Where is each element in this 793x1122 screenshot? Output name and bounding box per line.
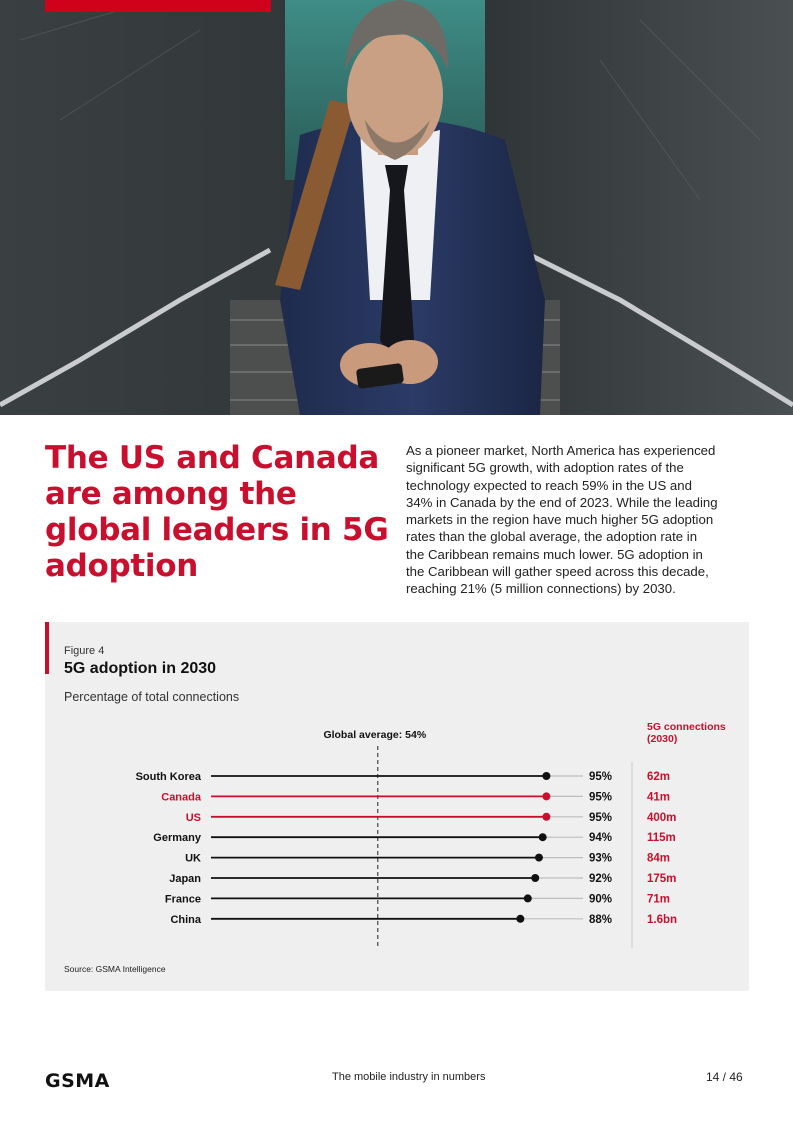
- value-label: 95%: [589, 791, 612, 803]
- body-line: significant 5G growth, with adoption rat…: [406, 460, 684, 476]
- value-dot: [516, 914, 525, 923]
- connections-header: (2030): [647, 733, 677, 745]
- hero-illustration: [0, 0, 793, 415]
- value-label: 88%: [589, 914, 612, 926]
- top-accent-bar: [45, 0, 271, 12]
- adoption-chart: Global average: 54% 5G connections(2030) S…: [136, 721, 726, 948]
- footer-title: The mobile industry in numbers: [332, 1071, 486, 1083]
- value-dot: [534, 853, 543, 862]
- value-label: 95%: [589, 771, 612, 783]
- body-line: reaching 21% (5 million connections) by …: [406, 581, 676, 597]
- connections-header: 5G connections: [647, 721, 726, 733]
- body-line: markets in the region have much higher 5…: [406, 512, 714, 528]
- value-dot: [531, 874, 540, 882]
- connections-value: 71m: [647, 893, 670, 905]
- gsma-logo: GSMA: [45, 1070, 110, 1090]
- figure-label: Figure 4: [64, 645, 105, 657]
- figure-title: 5G adoption in 2030: [64, 660, 217, 677]
- headline-line: are among the: [45, 476, 297, 512]
- value-label: 90%: [589, 893, 612, 905]
- value-dot: [542, 812, 551, 821]
- value-dot: [538, 833, 547, 842]
- body-line: 34% in Canada by the end of 2023. While …: [406, 494, 718, 510]
- figure-accent-bar: [45, 622, 49, 674]
- body-line: As a pioneer market, North America has e…: [406, 443, 716, 458]
- figure-source: Source: GSMA Intelligence: [64, 964, 166, 974]
- value-dot: [523, 894, 532, 903]
- body-line: technology expected to reach 59% in the …: [406, 477, 692, 493]
- value-label: 95%: [589, 812, 612, 824]
- value-label: 93%: [589, 853, 612, 865]
- connections-value: 400m: [647, 812, 676, 824]
- category-label: Germany: [153, 832, 202, 844]
- category-label: UK: [185, 853, 201, 865]
- headline-line: The US and Canada: [45, 440, 379, 476]
- connections-value: 41m: [647, 791, 670, 803]
- category-label: South Korea: [136, 771, 202, 783]
- connections-value: 84m: [647, 853, 670, 865]
- hero-image: [0, 0, 793, 415]
- page-number: 14 / 46: [706, 1070, 743, 1084]
- connections-value: 115m: [647, 832, 676, 844]
- headline-line: adoption: [45, 548, 199, 584]
- body-line: rates than the global average, the adopt…: [406, 529, 698, 545]
- category-label: Japan: [169, 873, 201, 885]
- value-label: 92%: [589, 873, 612, 885]
- global-average-label: Global average: 54%: [323, 729, 426, 741]
- connections-value: 62m: [647, 771, 670, 783]
- value-label: 94%: [589, 832, 612, 844]
- body-line: the Caribbean will gather speed across t…: [406, 564, 709, 580]
- headline-line: global leaders in 5G: [45, 512, 389, 548]
- body-paragraph: As a pioneer market, North America has e…: [406, 442, 751, 598]
- value-dot: [542, 772, 551, 780]
- connections-value: 1.6bn: [647, 914, 677, 926]
- category-label: US: [186, 812, 201, 824]
- figure-subtitle: Percentage of total connections: [64, 690, 240, 704]
- gsma-logo-text: GSMA: [45, 1070, 110, 1090]
- connections-value: 175m: [647, 873, 676, 885]
- headline: The US and Canada are among the global l…: [45, 440, 389, 584]
- body-line: the Caribbean remains much lower. 5G ado…: [406, 546, 703, 562]
- category-label: France: [165, 893, 201, 905]
- category-label: China: [170, 914, 201, 926]
- category-label: Canada: [161, 791, 202, 803]
- value-dot: [542, 792, 551, 801]
